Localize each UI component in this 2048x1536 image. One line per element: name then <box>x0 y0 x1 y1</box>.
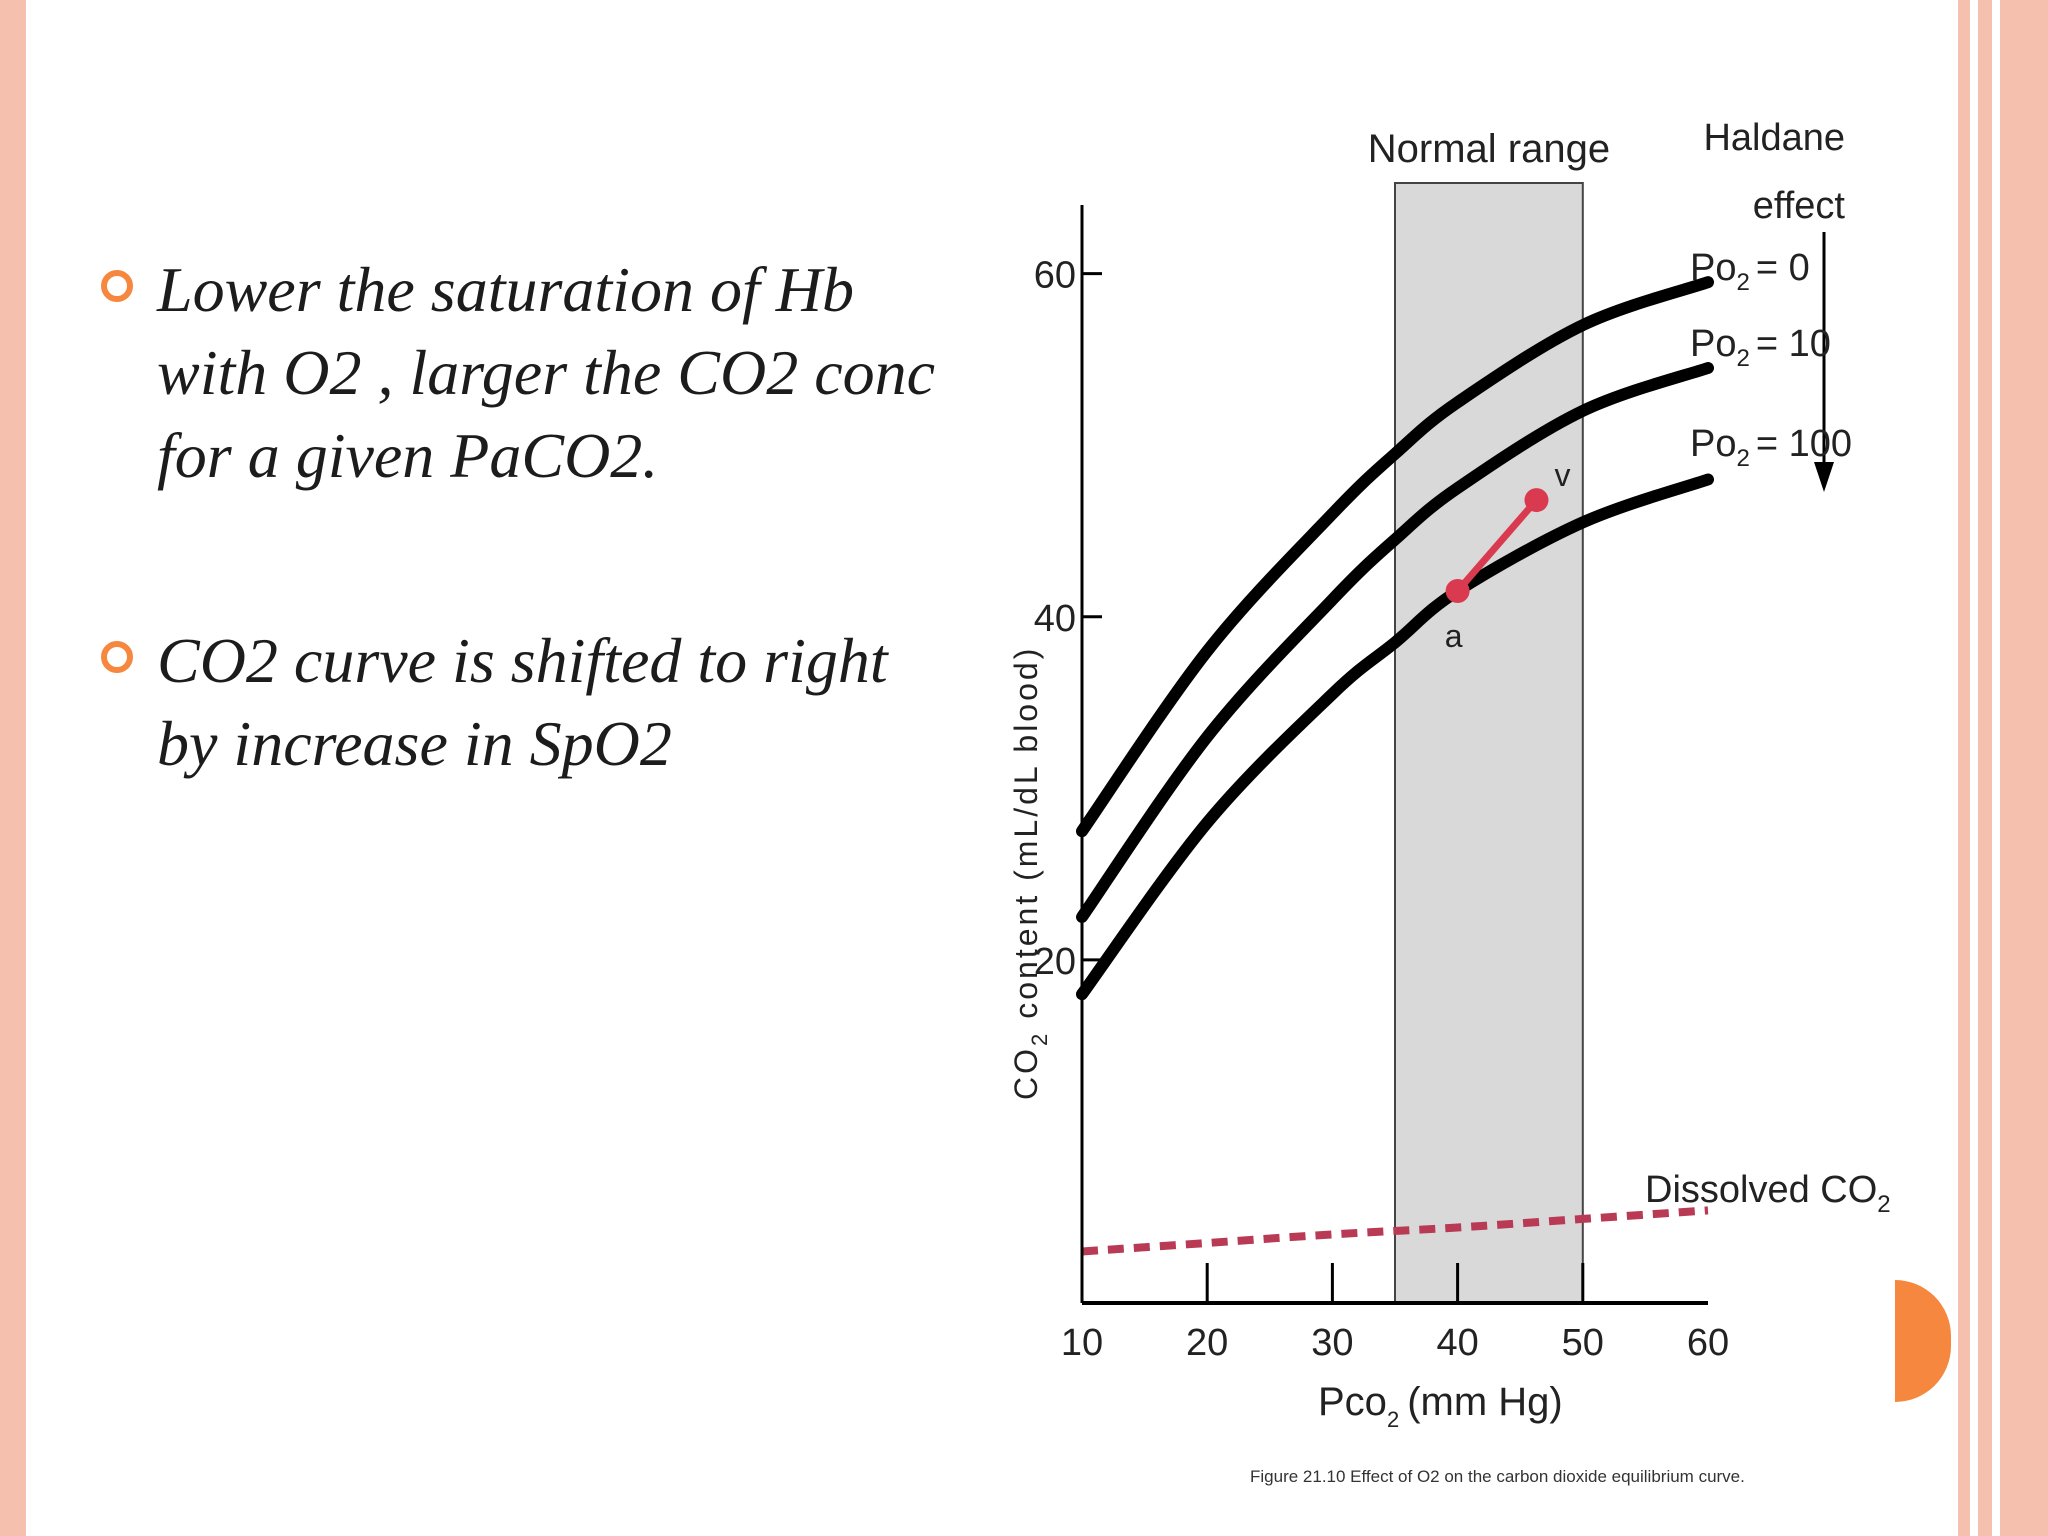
bullet-item: CO2 curve is shifted to right by increas… <box>95 619 935 785</box>
bullet-text: Lower the saturation of Hb with O2 , lar… <box>157 254 935 491</box>
bullet-item: Lower the saturation of Hb with O2 , lar… <box>95 248 935 497</box>
slide-border-right-3 <box>2000 0 2048 1536</box>
bullet-text: CO2 curve is shifted to right by increas… <box>157 625 888 779</box>
slide-border-right <box>1958 0 1970 1536</box>
circle-bullet-icon <box>101 641 133 673</box>
slide-border-right-2 <box>1978 0 1992 1536</box>
slide-border-left <box>0 0 26 1536</box>
circle-bullet-icon <box>101 270 133 302</box>
bullet-list: Lower the saturation of Hb with O2 , lar… <box>95 248 935 907</box>
